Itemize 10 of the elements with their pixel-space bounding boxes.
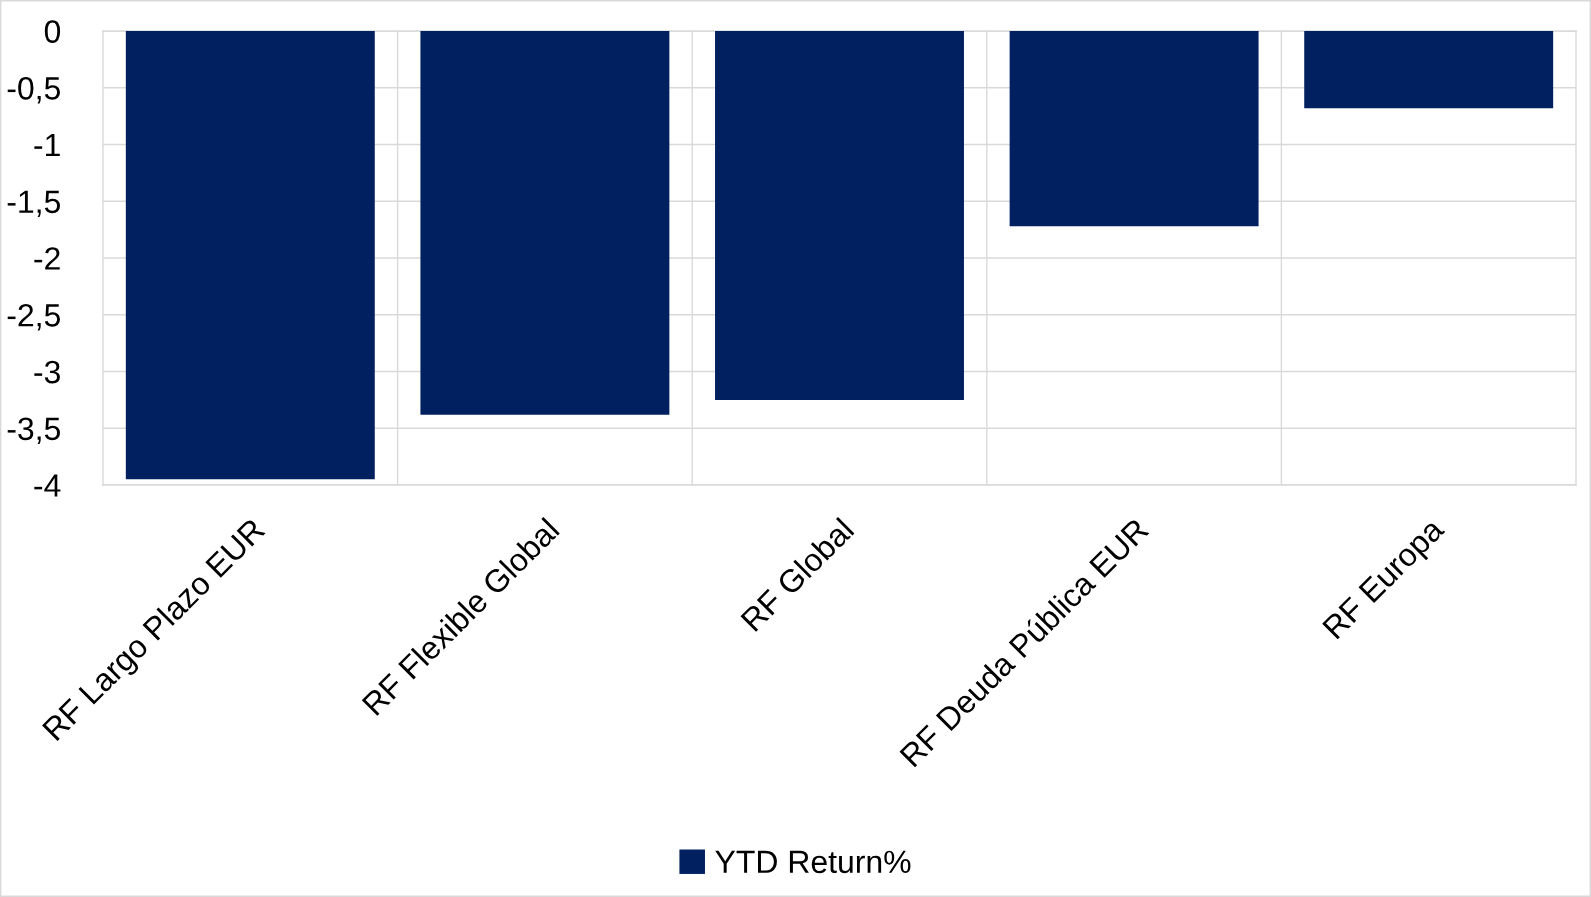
y-tick-label: -4 xyxy=(34,474,61,497)
y-tick-label: 0 xyxy=(44,20,61,43)
legend-label: YTD Return% xyxy=(715,850,911,874)
y-tick-label: -3,5 xyxy=(7,417,60,444)
y-tick-label: -3 xyxy=(34,360,60,384)
y-tick-label: -1,5 xyxy=(7,190,60,217)
y-tick-label: -1 xyxy=(34,134,60,157)
y-tick-label: -2 xyxy=(34,247,60,270)
y-tick-label: -0,5 xyxy=(7,77,60,104)
y-tick-label: -2,5 xyxy=(7,304,60,331)
